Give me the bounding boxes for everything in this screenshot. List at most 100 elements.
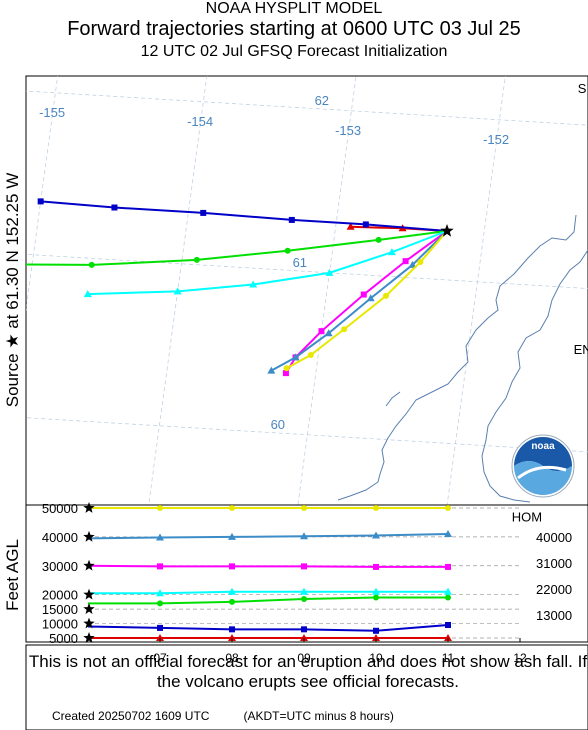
latitude-label: 62	[315, 93, 329, 108]
trajectory-point	[37, 198, 44, 205]
disclaimer-text: This is not an official forecast for an …	[28, 652, 588, 691]
profile-point	[445, 622, 451, 628]
height-star-icon	[83, 502, 95, 513]
profile-frame	[25, 504, 588, 643]
trajectory-point	[375, 236, 382, 243]
height-star-icon	[83, 632, 95, 643]
profile-grid	[88, 507, 520, 639]
profile-right-label: 13000	[536, 608, 572, 623]
profile-point	[373, 627, 379, 634]
meridian-line	[297, 76, 357, 505]
trajectory-point	[318, 328, 325, 335]
profile-point	[157, 563, 163, 570]
profile-point	[157, 624, 163, 631]
profile-point	[301, 505, 307, 511]
map-grid	[26, 76, 588, 505]
title-line-2: Forward trajectories starting at 0600 UT…	[67, 18, 521, 40]
longitude-label: -152	[483, 132, 509, 147]
height-star-icon	[83, 530, 95, 542]
profile-y-tick: 20000	[42, 588, 78, 603]
profile-y-tick: 10000	[42, 617, 78, 632]
profile-point	[372, 587, 380, 595]
profile-line	[88, 596, 448, 605]
profile-point	[228, 532, 236, 540]
profile-right-label: 40000	[536, 530, 572, 545]
profile-y-tick: 30000	[42, 559, 78, 574]
profile-y-tick: 40000	[42, 530, 78, 545]
profile-point	[372, 634, 380, 641]
profile-point	[156, 589, 164, 597]
profile-x-tick: 12	[513, 651, 527, 665]
profile-y-tick: 5000	[49, 631, 78, 646]
trajectory-point	[0, 261, 5, 267]
profile-point	[300, 587, 308, 595]
place-label: ENA	[574, 342, 588, 357]
trajectory-point	[111, 204, 118, 211]
profile-point	[301, 563, 307, 570]
profile-point	[444, 634, 452, 641]
profile-right-label: 22000	[536, 582, 572, 597]
longitude-label: -153	[335, 123, 361, 138]
trajectory-point	[341, 326, 348, 333]
trajectory-point	[387, 248, 396, 256]
parallel-line	[26, 417, 588, 453]
trajectory-point	[249, 280, 258, 288]
profile-point	[445, 563, 451, 570]
longitude-label: -155	[39, 105, 65, 120]
profile-point	[373, 594, 379, 601]
height-star-icon	[83, 617, 95, 629]
meridian-line	[148, 76, 208, 505]
trajectory-line	[87, 230, 448, 296]
trajectory-point	[283, 365, 290, 372]
profile-point	[229, 598, 235, 605]
title-line-3: 12 UTC 02 Jul GFSQ Forecast Initializati…	[140, 43, 448, 60]
profile-line	[88, 590, 448, 595]
meridian-line	[446, 76, 506, 505]
coastline	[337, 214, 588, 503]
longitude-label: -154	[187, 114, 213, 129]
profile-point	[444, 530, 452, 537]
trajectory-point	[193, 256, 200, 263]
profile-tracks	[87, 505, 452, 641]
height-star-icon	[83, 603, 95, 614]
profile-point	[301, 596, 307, 602]
trajectory-point	[325, 268, 334, 276]
profile-x-tick: 11	[442, 651, 455, 665]
profile-x-tick: 08	[225, 651, 239, 665]
trajectory-point	[382, 292, 389, 299]
profile-point	[229, 505, 235, 511]
profile-right-label: 31000	[536, 556, 572, 571]
source-star-icon	[440, 224, 454, 237]
trajectory-point	[307, 352, 314, 359]
profile-point	[228, 587, 236, 595]
profile-line	[87, 624, 449, 632]
profile-point	[373, 505, 379, 511]
meridian-line	[26, 76, 59, 312]
noaa-logo: noaa	[511, 434, 575, 498]
timezone-note: (AKDT=UTC minus 8 hours)	[243, 709, 394, 723]
trajectory-line	[40, 200, 448, 232]
trajectory-point	[200, 209, 207, 216]
profile-line	[87, 533, 449, 540]
trajectory-point	[417, 259, 424, 266]
trajectory-point	[408, 260, 417, 268]
profile-point	[228, 634, 236, 641]
trajectory-point	[366, 294, 375, 302]
trajectory-point	[324, 329, 333, 337]
created-timestamp: Created 20250702 1609 UTC	[52, 709, 210, 723]
trajectory-point	[291, 353, 300, 361]
trajectory-point	[83, 290, 92, 298]
trajectory-point	[288, 216, 295, 223]
profile-point	[445, 594, 451, 601]
trajectory-point	[282, 370, 289, 377]
latitude-label: 60	[271, 417, 285, 432]
trajectory-point	[267, 366, 276, 374]
profile-point	[300, 634, 308, 641]
height-star-icon	[83, 559, 95, 571]
trajectory-point	[360, 291, 367, 298]
profile-point	[301, 626, 307, 633]
profile-point	[300, 532, 308, 540]
profile-line	[87, 564, 448, 568]
profile-point	[157, 600, 163, 607]
